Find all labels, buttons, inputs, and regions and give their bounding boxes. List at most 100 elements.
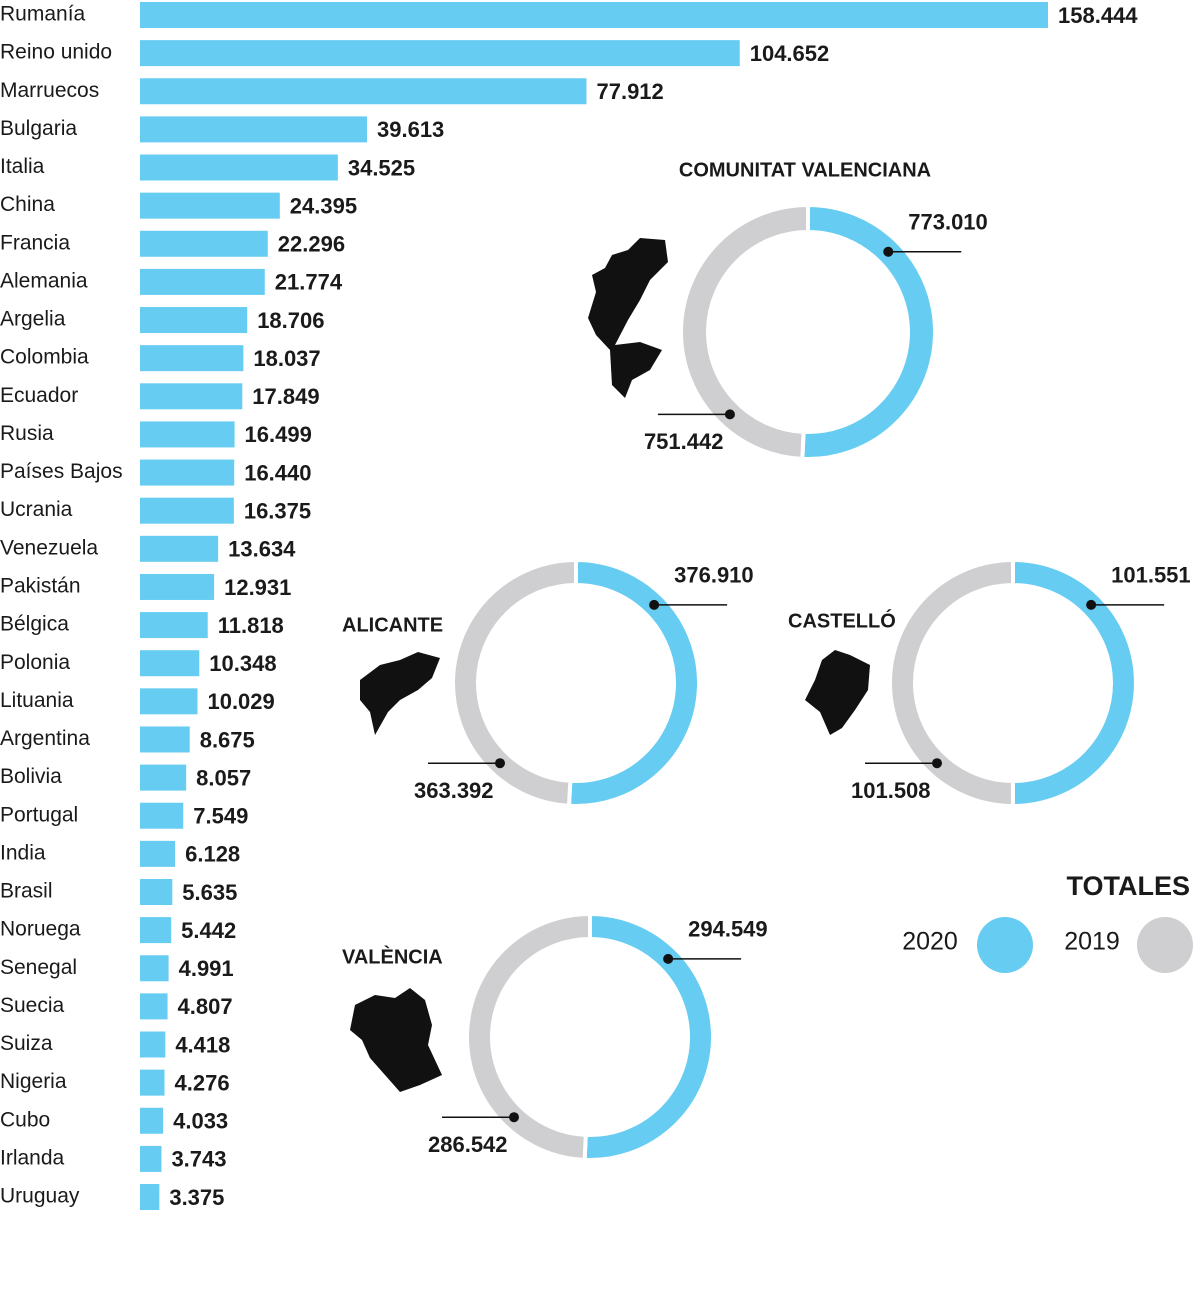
- value-label: 773.010: [908, 210, 988, 235]
- bar: [140, 688, 198, 715]
- legend-swatch: [1137, 917, 1193, 973]
- region-maps: [350, 238, 870, 1092]
- bar: [140, 1184, 160, 1211]
- category-label: Nigeria: [0, 1070, 67, 1093]
- category-label: Bolivia: [0, 765, 62, 788]
- category-label: Noruega: [0, 918, 81, 941]
- value-label: 6.128: [185, 842, 240, 867]
- value-label: 10.029: [207, 689, 274, 714]
- region-map: [350, 988, 442, 1092]
- bar: [140, 917, 172, 944]
- donut-segment: [566, 557, 701, 808]
- category-label: Francia: [0, 231, 70, 254]
- category-label: Rumanía: [0, 3, 86, 26]
- legend-title: TOTALES: [1066, 871, 1190, 901]
- legend-label: 2020: [902, 928, 958, 956]
- value-label: 8.675: [200, 727, 255, 752]
- bar: [140, 116, 368, 143]
- category-label: Uruguay: [0, 1185, 80, 1208]
- value-label: 8.057: [196, 765, 251, 790]
- bar: [140, 840, 176, 867]
- value-label: 11.818: [218, 613, 284, 638]
- value-label: 4.033: [173, 1109, 228, 1134]
- value-label: 4.276: [175, 1070, 230, 1095]
- category-label: Ucrania: [0, 498, 73, 521]
- bar: [140, 2, 1048, 28]
- value-label: 5.635: [182, 880, 237, 905]
- value-label: 34.525: [348, 155, 415, 180]
- category-label: Brasil: [0, 880, 53, 903]
- category-label: Colombia: [0, 346, 89, 369]
- value-label: 158.444: [1058, 3, 1138, 28]
- value-label: 16.375: [244, 499, 311, 524]
- bar: [140, 993, 168, 1020]
- category-label: China: [0, 193, 55, 216]
- category-label: Cubo: [0, 1108, 50, 1131]
- bar: [140, 573, 215, 600]
- value-label: 18.706: [257, 308, 324, 333]
- category-label: Países Bajos: [0, 460, 123, 483]
- value-label: 4.418: [175, 1032, 230, 1057]
- value-label: 751.442: [644, 429, 724, 454]
- donut-segment: [1010, 557, 1138, 809]
- bar: [140, 154, 338, 181]
- bar: [140, 1031, 166, 1058]
- bar: [140, 230, 268, 257]
- value-label: 21.774: [275, 270, 343, 295]
- donut-segment: [451, 557, 578, 808]
- value-label: 12.931: [224, 575, 291, 600]
- value-label: 104.652: [750, 41, 830, 66]
- category-label: Marruecos: [0, 79, 99, 102]
- category-label: Bélgica: [0, 613, 69, 636]
- category-label: Suiza: [0, 1032, 53, 1055]
- leader-dot: [932, 758, 943, 769]
- value-label: 10.348: [209, 651, 276, 676]
- value-label: 16.440: [244, 460, 311, 485]
- bar: [140, 268, 265, 295]
- category-label: Italia: [0, 155, 45, 178]
- category-label: Portugal: [0, 803, 78, 826]
- category-label: Argentina: [0, 727, 90, 750]
- donut-segment: [679, 202, 810, 461]
- category-label: Ecuador: [0, 384, 78, 407]
- value-label: 363.392: [414, 778, 494, 803]
- bar: [140, 459, 235, 486]
- region-map: [805, 650, 870, 735]
- value-label: 24.395: [290, 193, 357, 218]
- value-label: 18.037: [253, 346, 320, 371]
- donut-segment: [465, 911, 592, 1162]
- leader-dot: [724, 409, 735, 420]
- leader-dot: [509, 1112, 520, 1123]
- bar: [140, 726, 190, 753]
- value-label: 4.991: [179, 956, 234, 981]
- region-title: VALÈNCIA: [342, 945, 443, 968]
- legend-label: 2019: [1064, 928, 1120, 956]
- value-label: 294.549: [688, 917, 768, 942]
- donut-segment: [800, 202, 937, 461]
- value-label: 77.912: [596, 79, 663, 104]
- category-label: Rusia: [0, 422, 54, 445]
- category-label: Argelia: [0, 308, 66, 331]
- leader-dot: [495, 758, 506, 769]
- bar: [140, 383, 243, 410]
- bar: [140, 345, 244, 372]
- category-label: Venezuela: [0, 536, 98, 559]
- bar: [140, 1107, 164, 1134]
- value-label: 39.613: [377, 117, 444, 142]
- value-label: 22.296: [278, 232, 345, 257]
- bar: [140, 421, 235, 448]
- value-label: 17.849: [252, 384, 319, 409]
- region-map: [360, 652, 440, 735]
- leader-dot: [883, 246, 894, 257]
- leader-dot: [1086, 599, 1097, 610]
- bar: [140, 78, 587, 105]
- bar: [140, 612, 208, 639]
- bar: [140, 955, 169, 982]
- region-map: [588, 238, 668, 398]
- legend-swatch: [977, 917, 1033, 973]
- leader-dot: [663, 953, 674, 964]
- value-label: 3.375: [169, 1185, 224, 1210]
- value-label: 4.807: [178, 994, 233, 1019]
- bar: [140, 1069, 165, 1096]
